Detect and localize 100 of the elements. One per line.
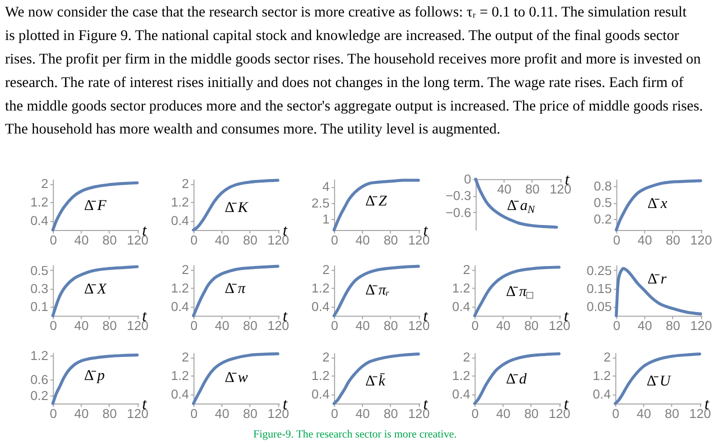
x-tick-label: 80 bbox=[102, 318, 117, 334]
text: Figure-9. The research sector is more creative. bbox=[253, 428, 458, 440]
x-tick-label: 40 bbox=[496, 318, 510, 334]
x-tick-label: 40 bbox=[74, 318, 89, 334]
y-tick-label: 1.2 bbox=[30, 194, 48, 210]
y-tick-label: 0.4 bbox=[170, 213, 189, 228]
y-tick-label: 0.4 bbox=[30, 213, 48, 228]
x-tick-label: 40 bbox=[355, 232, 370, 248]
y-tick-label: 1.2 bbox=[170, 368, 189, 384]
y-tick-label: 1 bbox=[322, 212, 330, 227]
annotation: Δ̄ d bbox=[506, 372, 528, 388]
y-tick-label: 1.2 bbox=[452, 280, 470, 296]
line-series bbox=[473, 352, 561, 405]
x-tick-label: 40 bbox=[636, 406, 652, 421]
y-tick-label: 2 bbox=[604, 350, 611, 365]
x-tick-label: 80 bbox=[102, 406, 117, 421]
y-tick-label: 2 bbox=[322, 350, 330, 365]
line-series bbox=[614, 179, 702, 232]
x-tick-label: 40 bbox=[214, 318, 230, 334]
annotation: Δ̄ πᵣ bbox=[365, 282, 390, 298]
annotation: Δ̄ p bbox=[84, 368, 106, 384]
x-tick-label: 80 bbox=[525, 182, 540, 197]
y-tick-label: 0.4 bbox=[170, 386, 189, 402]
x-tick-label: 80 bbox=[384, 406, 398, 421]
x-tick-label: 120 bbox=[690, 232, 712, 248]
text: We now consider the case that the research sector is more creative as follows: τᵣ = 0.1 to 0.11. The simulation result is plotted in Figure 9. The national capital stock and knowledge are increased. The output of the final goods sector rises. The profit per firm in the middle goods sector rises. The household receives more profit and more is invested on research. The rate of interest rises initially and does not changes in the long term. The wage rate rises. Each firm of the middle goods sector produces more and the sector's aggregate output is increased. The price of middle goods rises. The household has more wealth and consumes more. The utility level is augmented. bbox=[4, 4, 703, 138]
line-series bbox=[614, 267, 702, 318]
y-tick-label: 0.4 bbox=[312, 386, 330, 402]
annotation: Δ̄ π bbox=[224, 280, 246, 297]
line-series bbox=[51, 354, 139, 405]
line-series bbox=[51, 181, 139, 232]
x-tick-label: 80 bbox=[242, 232, 258, 248]
x-tick-label: 80 bbox=[666, 232, 680, 248]
y-tick-label: 2 bbox=[182, 350, 189, 365]
y-tick-label: 0.4 bbox=[452, 386, 470, 402]
y-tick-label: 0.2 bbox=[30, 388, 48, 403]
line-series bbox=[192, 264, 280, 318]
y-tick-label: 0.15 bbox=[586, 280, 612, 296]
x-tick-label: 40 bbox=[497, 182, 512, 197]
line-series bbox=[332, 178, 420, 232]
annotation: Δ̄ F bbox=[84, 198, 108, 214]
line-series bbox=[192, 178, 280, 232]
line-series bbox=[332, 352, 420, 405]
x-tick-label: 40 bbox=[214, 406, 230, 421]
x-tick-label: 80 bbox=[242, 406, 258, 421]
y-tick-label: 0.2 bbox=[594, 212, 612, 227]
y-tick-label: 1.2 bbox=[170, 280, 189, 296]
x-tick-label: 80 bbox=[524, 406, 539, 421]
y-tick-label: −0.3 bbox=[446, 188, 472, 204]
y-tick-label: 0.5 bbox=[30, 262, 48, 278]
y-tick-label: 0.1 bbox=[30, 299, 48, 314]
y-tick-label: 1.2 bbox=[312, 368, 330, 384]
annotation: Δ̄ Z bbox=[365, 194, 388, 210]
y-tick-label: 1.2 bbox=[170, 194, 189, 210]
y-tick-label: 1.2 bbox=[30, 348, 48, 363]
annotation: Δ̄ π□ bbox=[506, 284, 534, 302]
y-tick-label: 1.2 bbox=[452, 368, 470, 384]
x-tick-label: 80 bbox=[666, 318, 680, 334]
y-tick-label: 0.6 bbox=[30, 372, 48, 387]
annotation: Δ̄ k̄ bbox=[365, 372, 386, 390]
x-tick-label: 80 bbox=[664, 406, 680, 421]
y-tick-label: 4 bbox=[322, 179, 330, 194]
y-tick-label: 0.4 bbox=[312, 298, 330, 314]
y-tick-label: 0.8 bbox=[594, 178, 612, 194]
y-tick-label: 0.4 bbox=[592, 386, 611, 402]
x-tick-label: 40 bbox=[355, 318, 370, 334]
line-series bbox=[51, 265, 139, 318]
annotation: Δ̄ r bbox=[648, 272, 667, 288]
line-series bbox=[614, 352, 702, 405]
y-tick-label: 2 bbox=[462, 262, 470, 277]
y-tick-label: 2 bbox=[462, 350, 470, 365]
y-tick-label: 0.4 bbox=[170, 298, 189, 314]
y-tick-label: 2 bbox=[182, 176, 189, 192]
x-tick-label: 80 bbox=[384, 318, 398, 334]
y-tick-label: 0.05 bbox=[586, 299, 612, 314]
annotation: Δ̄ X bbox=[84, 282, 108, 298]
x-tick-label: 40 bbox=[74, 232, 89, 248]
line-series bbox=[473, 266, 561, 318]
annotation: Δ̄ K bbox=[224, 200, 249, 216]
y-tick-label: −0.6 bbox=[446, 204, 472, 220]
y-tick-label: 0.4 bbox=[452, 298, 470, 314]
y-tick-label: 1.2 bbox=[592, 368, 611, 384]
x-tick-label: 40 bbox=[214, 232, 230, 248]
annotation: Δ̄ x bbox=[648, 196, 668, 212]
line-series bbox=[332, 264, 420, 318]
x-tick-label: 40 bbox=[355, 406, 370, 421]
y-tick-label: 0.25 bbox=[586, 262, 612, 278]
x-tick-label: 80 bbox=[524, 318, 539, 334]
y-tick-label: 2 bbox=[322, 262, 330, 277]
y-tick-label: 0 bbox=[464, 172, 472, 187]
line-series bbox=[192, 352, 280, 405]
y-tick-label: 2 bbox=[41, 176, 48, 192]
x-tick-label: 40 bbox=[74, 406, 89, 421]
y-tick-label: 2.5 bbox=[312, 195, 330, 210]
y-tick-label: 2 bbox=[182, 262, 189, 277]
annotation: Δ̄ U bbox=[646, 373, 672, 390]
x-tick-label: 40 bbox=[496, 406, 510, 421]
x-tick-label: 80 bbox=[384, 232, 398, 248]
y-tick-label: 0.5 bbox=[594, 195, 612, 210]
x-tick-label: 40 bbox=[638, 232, 652, 248]
